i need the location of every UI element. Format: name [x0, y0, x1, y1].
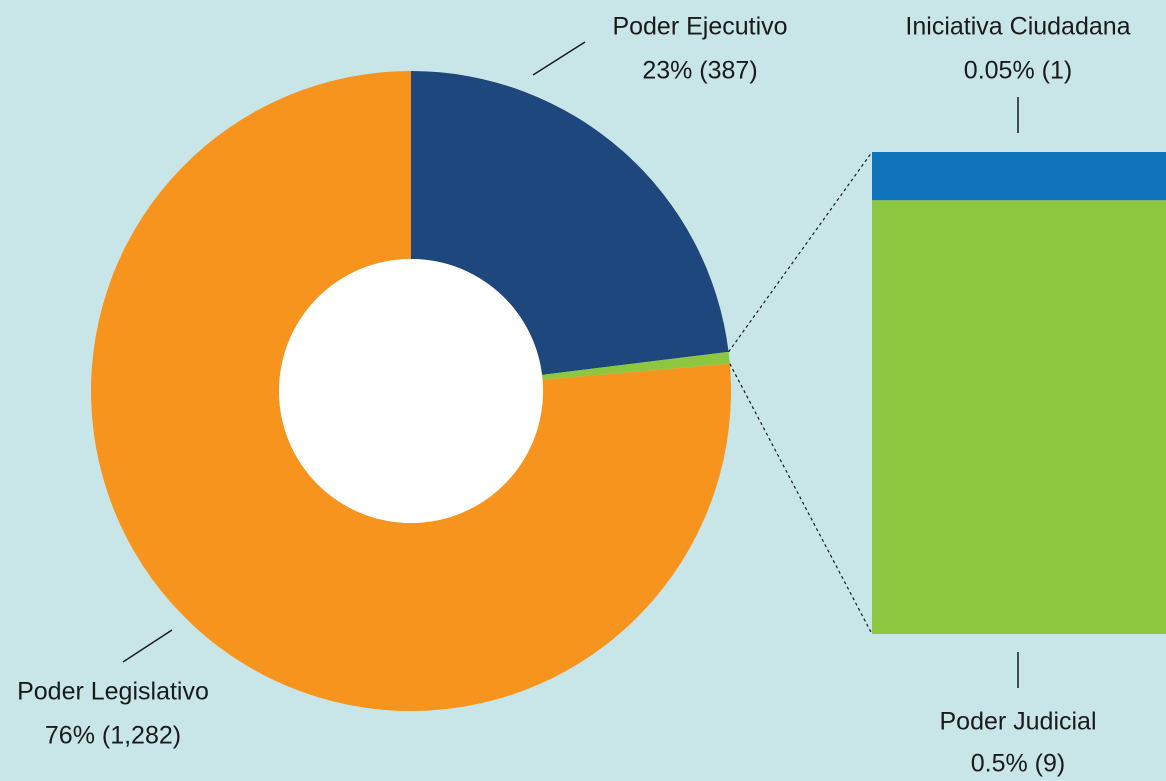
slice-label: Poder Legislativo — [17, 678, 209, 706]
marks — [91, 71, 1166, 711]
slice-label: Poder Ejecutivo — [612, 13, 787, 41]
bar-segment — [872, 200, 1166, 634]
bar-value-label: 0.5% (9) — [971, 750, 1065, 778]
slice-value-label: 76% (1,282) — [45, 722, 181, 750]
leader-line — [122, 629, 173, 663]
connector-line — [728, 151, 873, 353]
leader-line — [532, 41, 586, 76]
connector-line — [729, 363, 873, 635]
donut-hole — [279, 259, 543, 523]
slice-value-label: 23% (387) — [642, 57, 757, 85]
bar-value-label: 0.05% (1) — [964, 57, 1072, 85]
bar-label: Poder Judicial — [939, 708, 1096, 736]
bar-segment — [872, 152, 1166, 201]
bar-label: Iniciativa Ciudadana — [905, 13, 1130, 41]
slice — [411, 71, 729, 375]
group-slice — [542, 351, 730, 380]
slice — [91, 71, 732, 711]
